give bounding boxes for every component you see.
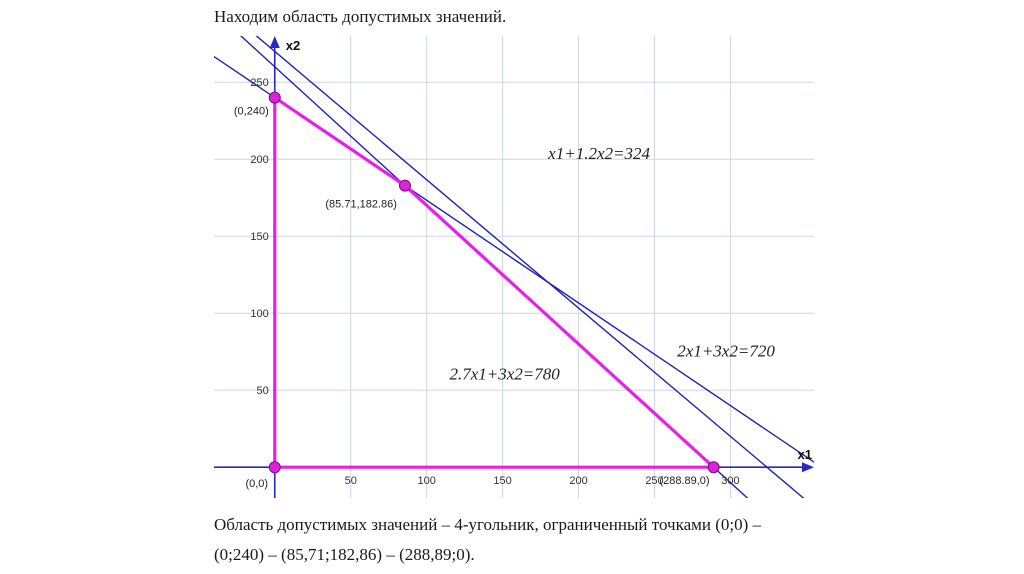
feasible-region [268, 91, 720, 474]
x-axis-label: x1 [798, 447, 812, 462]
y-tick-label: 100 [250, 308, 268, 320]
x-tick-label: 50 [345, 475, 357, 487]
y-axis-label: x2 [286, 38, 300, 53]
x-axis-arrow [802, 462, 814, 473]
grid-lines [214, 36, 814, 498]
constraint-label: 2x1+3x2=720 [677, 341, 775, 360]
x-tick-label: 200 [569, 475, 587, 487]
vertex-marker [268, 461, 281, 474]
feasible-region-chart: 50 100 150 200 250 300 50 100 150 200 250 x1 x2 x1+1.… [214, 36, 814, 498]
chart-svg: 50 100 150 200 250 300 50 100 150 200 250 x1 x2 x1+1.… [214, 36, 814, 498]
y-axis-arrow [269, 36, 280, 48]
constraint-line [255, 36, 805, 498]
page-heading: Находим область допустимых значений. [214, 7, 507, 26]
y-tick-label: 250 [250, 77, 268, 89]
x-tick-label: 250 [645, 475, 663, 487]
vertex-marker [707, 461, 720, 474]
caption: Область допустимых значений – 4-угольник… [214, 510, 814, 570]
chart-labels: 50 100 150 200 250 300 50 100 150 200 250 x1 x2 x1+1.… [234, 38, 812, 490]
vertex-label: (0,240) [234, 106, 269, 118]
y-tick-label: 150 [250, 231, 268, 243]
x-tick-label: 150 [493, 475, 511, 487]
caption-line-2: (0;240) – (85,71;182,86) – (288,89;0). [214, 545, 475, 564]
constraint-line [239, 36, 749, 498]
x-tick-label: 100 [417, 475, 435, 487]
y-tick-label: 50 [257, 385, 269, 397]
constraint-label: x1+1.2x2=324 [547, 144, 650, 163]
axes [214, 36, 814, 498]
y-tick-label: 200 [250, 154, 268, 166]
vertex-label: (0,0) [245, 478, 268, 490]
vertex-marker [398, 179, 411, 192]
vertex-label: (288.89,0) [659, 475, 709, 487]
constraint-lines [214, 36, 814, 498]
constraint-line [214, 55, 814, 463]
vertex-label: (85.71,182.86) [325, 199, 397, 211]
caption-line-1: Область допустимых значений – 4-угольник… [214, 515, 762, 534]
x-tick-label: 300 [721, 475, 739, 487]
constraint-label: 2.7x1+3x2=780 [449, 364, 560, 383]
vertex-marker [268, 91, 281, 104]
